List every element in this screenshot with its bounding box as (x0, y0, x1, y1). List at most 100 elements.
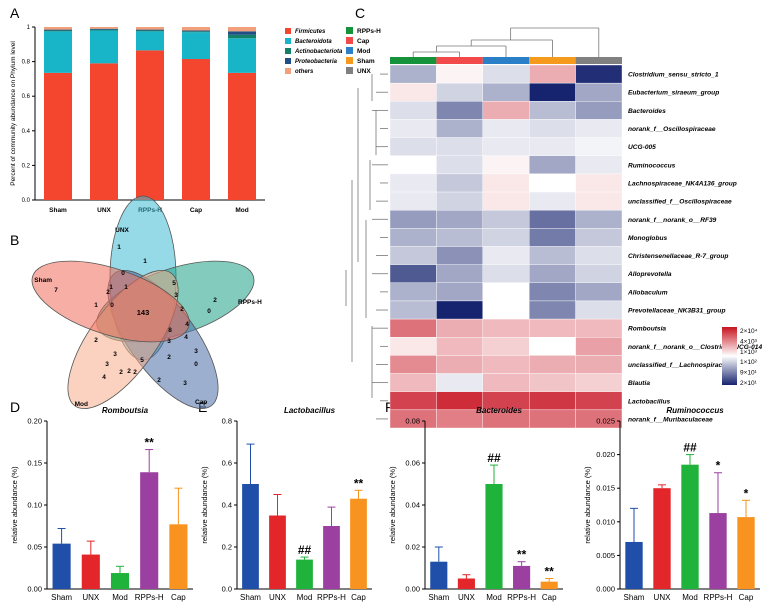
c-heatmap-cell (389, 191, 437, 211)
a-bar-actinobacteriota-sham (44, 30, 72, 32)
f-x-tick-label: UNX (458, 593, 476, 602)
d-bar-rpps-h (140, 472, 159, 589)
g-significance-mark: * (716, 459, 721, 473)
a-bar-proteobacteria-unx (90, 28, 118, 30)
b-region-count: 4 (184, 334, 188, 341)
panel-letter-a: A (10, 5, 20, 21)
b-region-count: 1 (143, 258, 147, 265)
b-set-label: UNX (115, 227, 129, 234)
b-region-count: 0 (194, 361, 198, 368)
b-region-count: 1 (94, 302, 98, 309)
b-region-count: 2 (213, 297, 217, 304)
a-legend-label: Bacteroidota (295, 39, 332, 45)
c-heatmap-cell (575, 173, 623, 193)
e-y-tick-label: 0.2 (222, 543, 232, 552)
c-scale-label: 4×10³ (740, 338, 758, 345)
c-row-label: Prevotellaceae_NK3B31_group (628, 308, 726, 315)
c-heatmap-cell (529, 119, 576, 138)
c-scale-label: 9×10¹ (740, 370, 758, 377)
a-legend-label: Proteobacteria (295, 59, 338, 65)
b-region-count: 2 (180, 306, 184, 313)
a-bar-actinobacteriota-cap (182, 31, 210, 33)
c-row-label: norank_f__Oscillospiraceae (628, 126, 716, 133)
c-heatmap-cell (575, 409, 623, 429)
c-heatmap-cell (389, 300, 437, 320)
g-bar-cap (737, 517, 755, 589)
g-y-axis-label: relative abundance (%) (583, 466, 592, 544)
c-heatmap-cell (389, 318, 437, 338)
c-heatmap-cell (482, 300, 530, 320)
c-heatmap-cell (482, 318, 530, 338)
a-legend-swatch-firmicutes (285, 28, 291, 34)
g-x-tick-label: Sham (624, 593, 645, 602)
c-heatmap-cell (575, 191, 623, 211)
e-x-tick-label: Mod (297, 593, 313, 602)
c-color-scale (722, 327, 737, 385)
d-bar-mod (110, 573, 130, 589)
a-bar-proteobacteria-rpps-h (136, 29, 164, 31)
c-heatmap-cell (389, 391, 437, 411)
g-bar-unx (653, 488, 671, 589)
f-bar-rpps-h (513, 565, 531, 589)
b-region-count: 4 (102, 374, 106, 381)
c-heatmap-cell (575, 300, 623, 320)
c-heatmap-cell (436, 318, 483, 338)
e-y-axis-label: relative abundance (%) (200, 466, 209, 544)
c-heatmap-cell (529, 355, 576, 374)
b-region-count: 5 (140, 357, 144, 364)
c-heatmap-cell (529, 373, 576, 392)
g-y-tick-label: 0.025 (596, 417, 615, 426)
panel-letter-f: F (385, 399, 394, 415)
a-legend-label: Actinobacteriota (294, 49, 343, 55)
f-x-tick-label: RPPs-H (507, 593, 536, 602)
b-region-count: 2 (167, 354, 171, 361)
a-y-tick-label: 0.8 (22, 60, 31, 66)
b-set-label: Sham (34, 277, 52, 284)
a-x-tick-label: UNX (97, 207, 111, 214)
a-legend-label: others (295, 69, 314, 75)
b-region-count: 3 (183, 380, 187, 387)
c-heatmap-cell (529, 246, 576, 265)
b-venn-set-sham (31, 260, 190, 343)
a-legend-swatch-proteobacteria (285, 58, 291, 64)
e-title: Lactobacillus (284, 406, 336, 415)
c-heatmap-cell (389, 173, 437, 193)
c-heatmap-cell (529, 209, 576, 229)
c-row-label: Lactobacillus (628, 398, 670, 405)
c-heatmap-cell (389, 228, 437, 247)
c-heatmap-cell (482, 191, 530, 211)
a-x-tick-label: Mod (235, 207, 248, 214)
a-y-tick-label: 0.2 (22, 163, 31, 169)
c-heatmap-cell (575, 264, 623, 283)
c-heatmap-cell (482, 101, 530, 120)
c-heatmap-cell (482, 282, 530, 302)
a-bar-bacteroidota-unx (90, 30, 118, 64)
c-heatmap-cell (482, 373, 530, 392)
b-region-count: 2 (127, 368, 131, 375)
b-region-count: 2 (133, 369, 137, 376)
e-bar-sham (242, 484, 259, 589)
c-group-strip-sham (529, 57, 576, 64)
g-y-tick-label: 0.010 (596, 517, 615, 526)
a-legend-swatch-actinobacteriota (285, 48, 291, 54)
e-significance-mark: ## (298, 543, 312, 557)
c-heatmap-cell (529, 264, 576, 283)
e-y-tick-label: 0.4 (222, 501, 232, 510)
b-region-count: 3 (113, 351, 117, 358)
c-legend-swatch (346, 27, 353, 34)
c-heatmap-cell (482, 155, 530, 175)
c-heatmap-cell (529, 282, 576, 302)
b-set-label: Cap (195, 399, 207, 406)
c-heatmap-cell (575, 355, 623, 374)
c-heatmap-cell (529, 337, 576, 356)
b-region-count: 0 (121, 270, 125, 277)
c-heatmap-cell (436, 101, 483, 120)
c-heatmap-cell (389, 246, 437, 265)
c-heatmap-cell (482, 209, 530, 229)
c-heatmap-cell (436, 373, 483, 392)
c-heatmap-cell (529, 64, 576, 84)
a-bar-proteobacteria-cap (182, 30, 210, 32)
c-heatmap-cell (389, 119, 437, 138)
c-group-strip-unx (575, 57, 622, 64)
